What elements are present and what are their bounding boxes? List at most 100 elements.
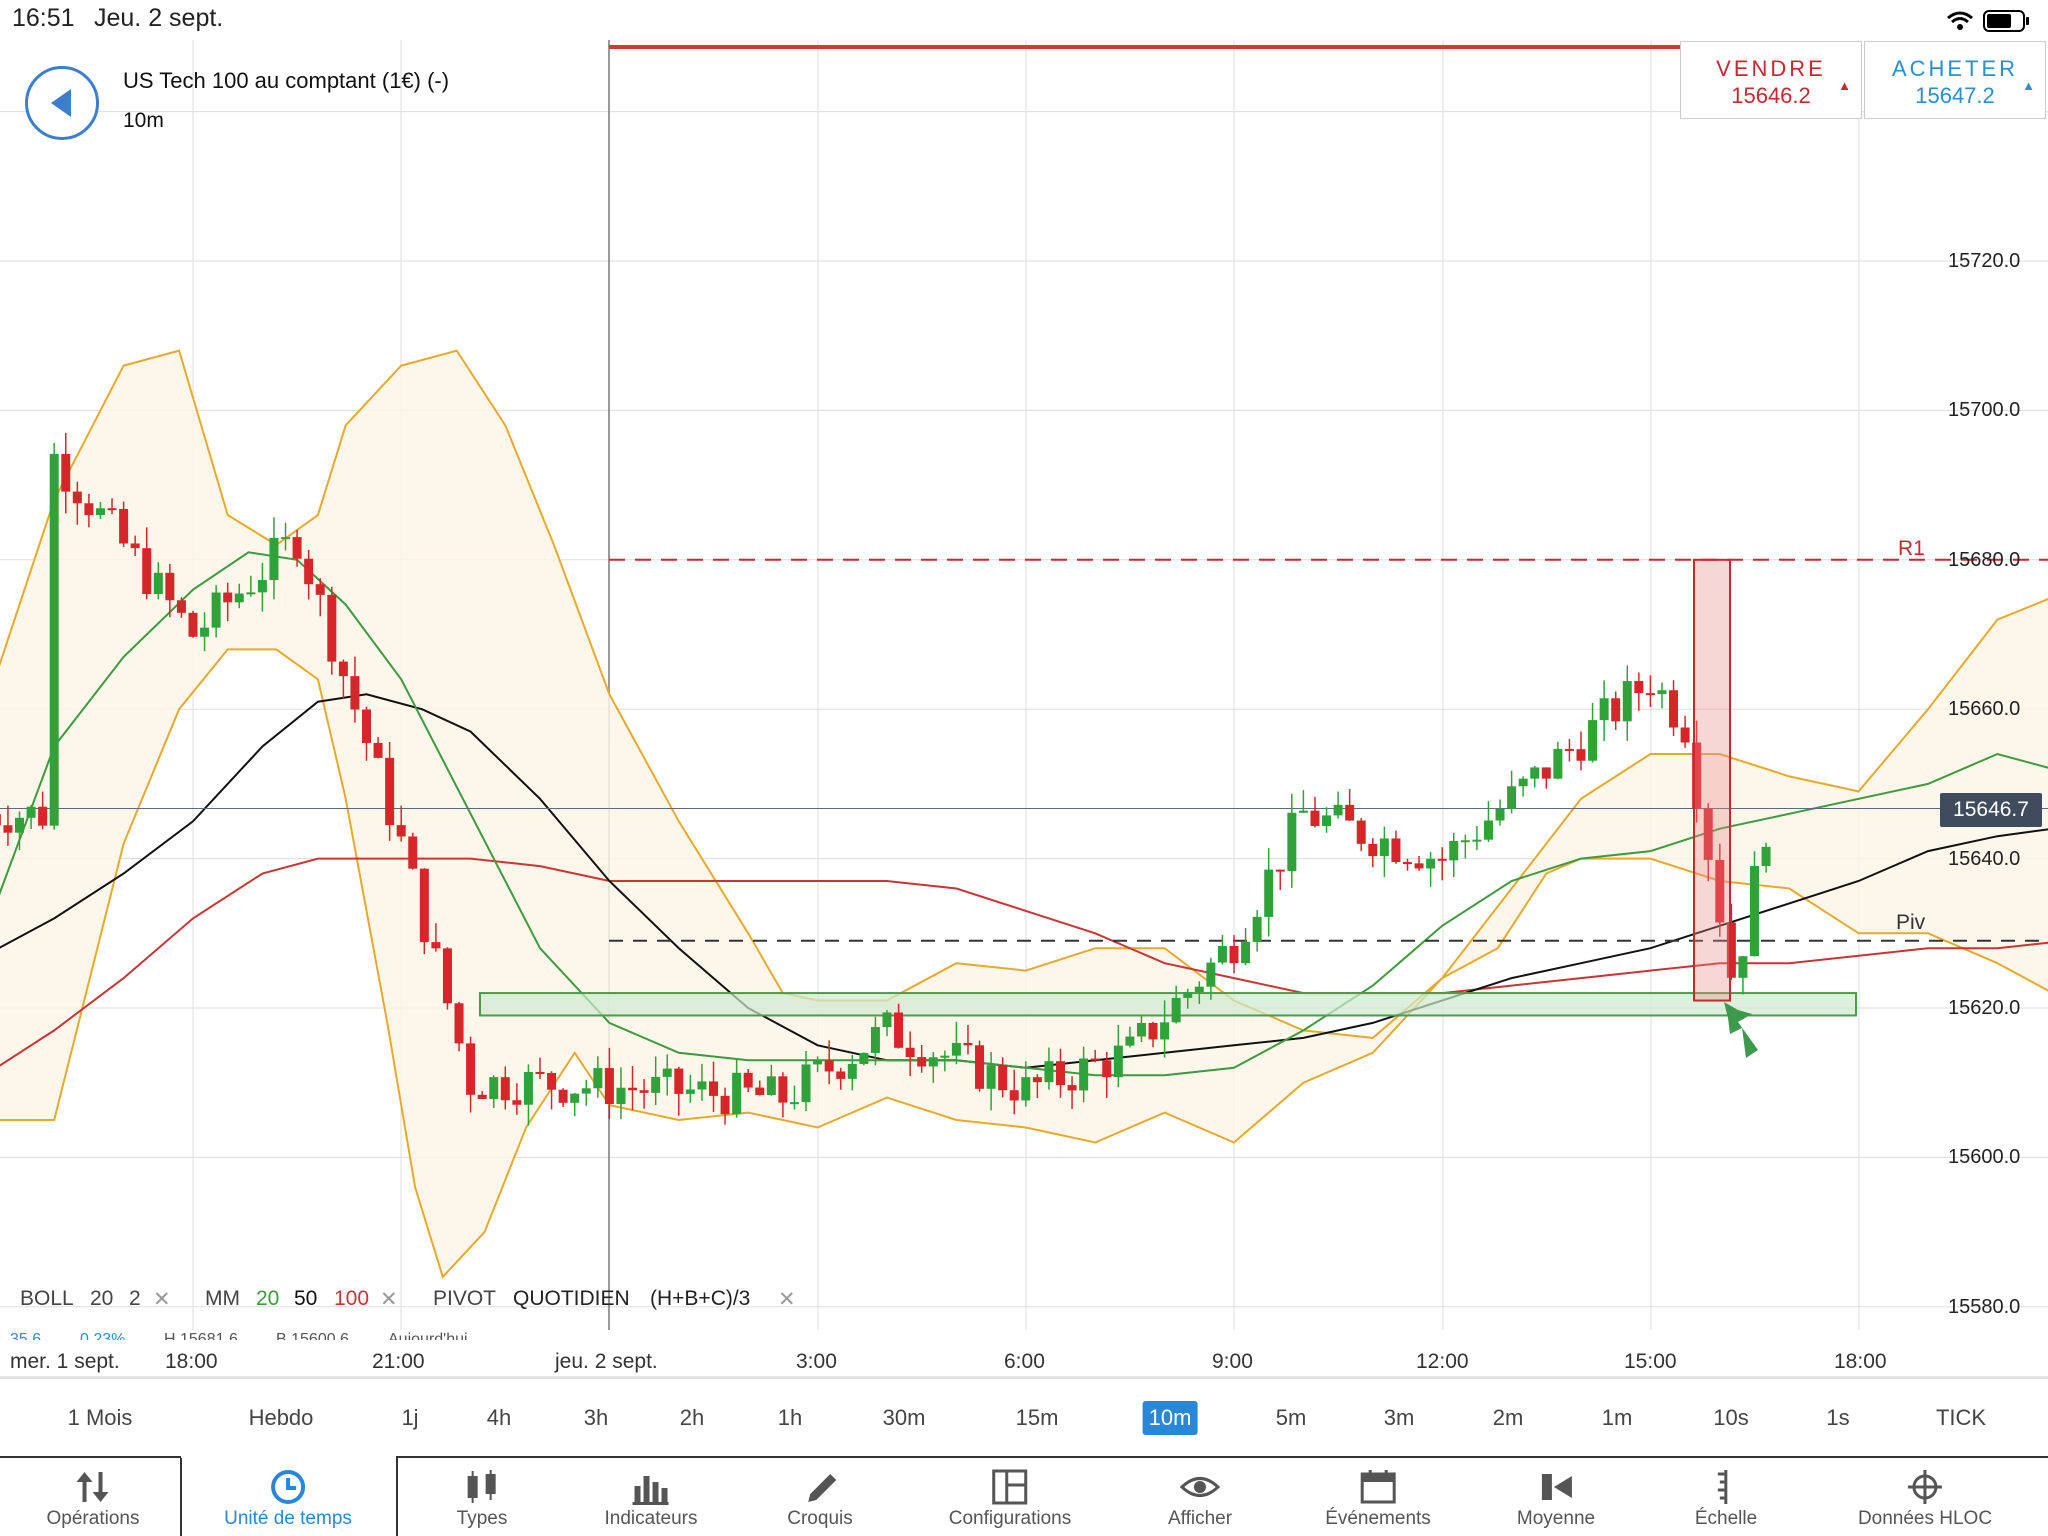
- candle-body: [1379, 838, 1389, 857]
- x-tick-label: 12:00: [1416, 1350, 1469, 1373]
- candle-body: [408, 836, 418, 869]
- candle-body: [975, 1045, 985, 1089]
- candle-body: [1750, 865, 1759, 957]
- buy-price: 15647.2: [1915, 83, 1995, 108]
- bollinger-upper-line: [0, 349, 2048, 1039]
- toolbar-moyenne[interactable]: Moyenne: [1517, 1456, 1595, 1536]
- remove-pivot-icon[interactable]: ✕: [778, 1288, 796, 1311]
- candle-body: [188, 612, 198, 637]
- toolbar-label: Indicateurs: [604, 1508, 698, 1529]
- timeframe-15m[interactable]: 15m: [1015, 1405, 1059, 1430]
- candle-body: [685, 1089, 695, 1094]
- candle-body: [1275, 869, 1285, 872]
- candle-body: [1634, 681, 1644, 694]
- back-button[interactable]: [25, 66, 99, 140]
- candle-body: [824, 1060, 834, 1072]
- buy-button[interactable]: ACHETER 15647.2 ▲: [1864, 41, 2046, 119]
- today-label: Aujourd'hui: [388, 1331, 468, 1340]
- candle-body: [1680, 727, 1690, 743]
- toolbar-croquis[interactable]: Croquis: [787, 1456, 853, 1536]
- timeframe-30m[interactable]: 30m: [882, 1405, 926, 1430]
- sell-label: VENDRE: [1716, 56, 1826, 81]
- boll-dev: 2: [129, 1287, 141, 1310]
- timeframe-2m[interactable]: 2m: [1492, 1405, 1524, 1430]
- candle-body: [1264, 869, 1274, 917]
- candle-body: [1403, 862, 1412, 865]
- timeframe-10m[interactable]: 10m: [1142, 1401, 1198, 1435]
- candle-body: [1032, 1077, 1042, 1083]
- mm50-label: 50: [294, 1287, 318, 1310]
- toolbar-afficher[interactable]: Afficher: [1168, 1456, 1232, 1536]
- candle-body: [766, 1076, 776, 1095]
- mm100-label: 100: [334, 1287, 370, 1310]
- timeframe-4h[interactable]: 4h: [486, 1405, 512, 1430]
- scale-icon: [1717, 1470, 1728, 1504]
- price-chart[interactable]: [0, 0, 2048, 1378]
- candle-body: [998, 1065, 1008, 1091]
- candle-body: [628, 1087, 638, 1091]
- candle-body: [604, 1068, 614, 1104]
- timeframe-1h[interactable]: 1h: [777, 1405, 803, 1430]
- remove-mm-icon[interactable]: ✕: [380, 1288, 398, 1311]
- boll-label[interactable]: BOLL: [20, 1287, 74, 1310]
- timeframe-10s[interactable]: 10s: [1713, 1405, 1749, 1430]
- candle-body: [1715, 859, 1725, 923]
- toolbar-données-hloc[interactable]: Données HLOC: [1858, 1456, 1992, 1536]
- candle-body: [1414, 863, 1424, 869]
- timeframe-3m[interactable]: 3m: [1383, 1405, 1415, 1430]
- remove-boll-icon[interactable]: ✕: [153, 1288, 171, 1311]
- timeframe-1-mois[interactable]: 1 Mois: [67, 1405, 133, 1430]
- toolbar-types[interactable]: Types: [457, 1456, 507, 1536]
- timeframe-hebdo[interactable]: Hebdo: [248, 1405, 314, 1430]
- candle-body: [870, 1027, 880, 1053]
- candle-body: [1079, 1058, 1089, 1091]
- toolbar-unité-de-temps[interactable]: Unité de temps: [224, 1456, 352, 1536]
- toolbar-label: Configurations: [948, 1508, 1072, 1529]
- timeframe-2h[interactable]: 2h: [679, 1405, 705, 1430]
- candle-body: [61, 453, 71, 492]
- timeframe-selector: 1 Mois Hebdo 1j 4h 3h 2h 1h 30m 15m 10m 5m 3m 2m 1m 10…: [0, 1378, 2048, 1458]
- candle-body: [1322, 815, 1332, 827]
- candle-body: [1125, 1036, 1135, 1046]
- candle-body: [38, 806, 48, 826]
- candle-body: [743, 1072, 753, 1088]
- timeframe-1j[interactable]: 1j: [401, 1405, 419, 1430]
- pencil-icon: [807, 1474, 836, 1502]
- candle-body: [442, 948, 452, 1004]
- mm-label[interactable]: MM: [205, 1287, 240, 1310]
- timeframe-tick[interactable]: TICK: [1935, 1405, 1987, 1430]
- candle-body: [1483, 820, 1493, 840]
- candle-body: [1391, 838, 1401, 863]
- y-tick-label: 15720.0: [1948, 250, 2021, 272]
- candle-body: [1217, 946, 1227, 963]
- toolbar-opérations[interactable]: Opérations: [47, 1456, 139, 1536]
- candle-body: [15, 817, 24, 833]
- timeframe-3h[interactable]: 3h: [583, 1405, 609, 1430]
- timeframe-1m[interactable]: 1m: [1601, 1405, 1633, 1430]
- toolbar-configurations[interactable]: Configurations: [948, 1456, 1072, 1536]
- candle-body: [1460, 840, 1470, 843]
- x-tick-label: 18:00: [165, 1350, 218, 1373]
- candle-body: [431, 942, 441, 949]
- candle-body: [720, 1095, 730, 1115]
- toolbar-échelle[interactable]: Échelle: [1695, 1456, 1757, 1536]
- toolbar-indicateurs[interactable]: Indicateurs: [604, 1456, 698, 1536]
- sell-button[interactable]: VENDRE 15646.2 ▲: [1680, 41, 1862, 119]
- pivot-indicator-label[interactable]: PIVOT: [433, 1287, 497, 1310]
- candle-body: [801, 1064, 811, 1103]
- candle-body: [651, 1076, 661, 1093]
- toolbar-top-border: [0, 1456, 181, 1458]
- toolbar-événements[interactable]: Événements: [1325, 1456, 1431, 1536]
- toolbar-label: Unité de temps: [224, 1508, 352, 1529]
- timeframe-5m[interactable]: 5m: [1275, 1405, 1307, 1430]
- timeframe-1s[interactable]: 1s: [1826, 1405, 1850, 1430]
- candle-body: [789, 1102, 799, 1105]
- y-tick-label: 15660.0: [1948, 698, 2021, 721]
- average-icon: [1541, 1474, 1572, 1500]
- candle-body: [257, 580, 267, 593]
- active-tab-gap: [180, 1456, 398, 1458]
- up-arrow-icon: ▲: [1838, 78, 1851, 93]
- candles-icon: [467, 1470, 496, 1503]
- x-tick-label: 9:00: [1212, 1350, 1253, 1373]
- eye-icon: [1179, 1477, 1220, 1497]
